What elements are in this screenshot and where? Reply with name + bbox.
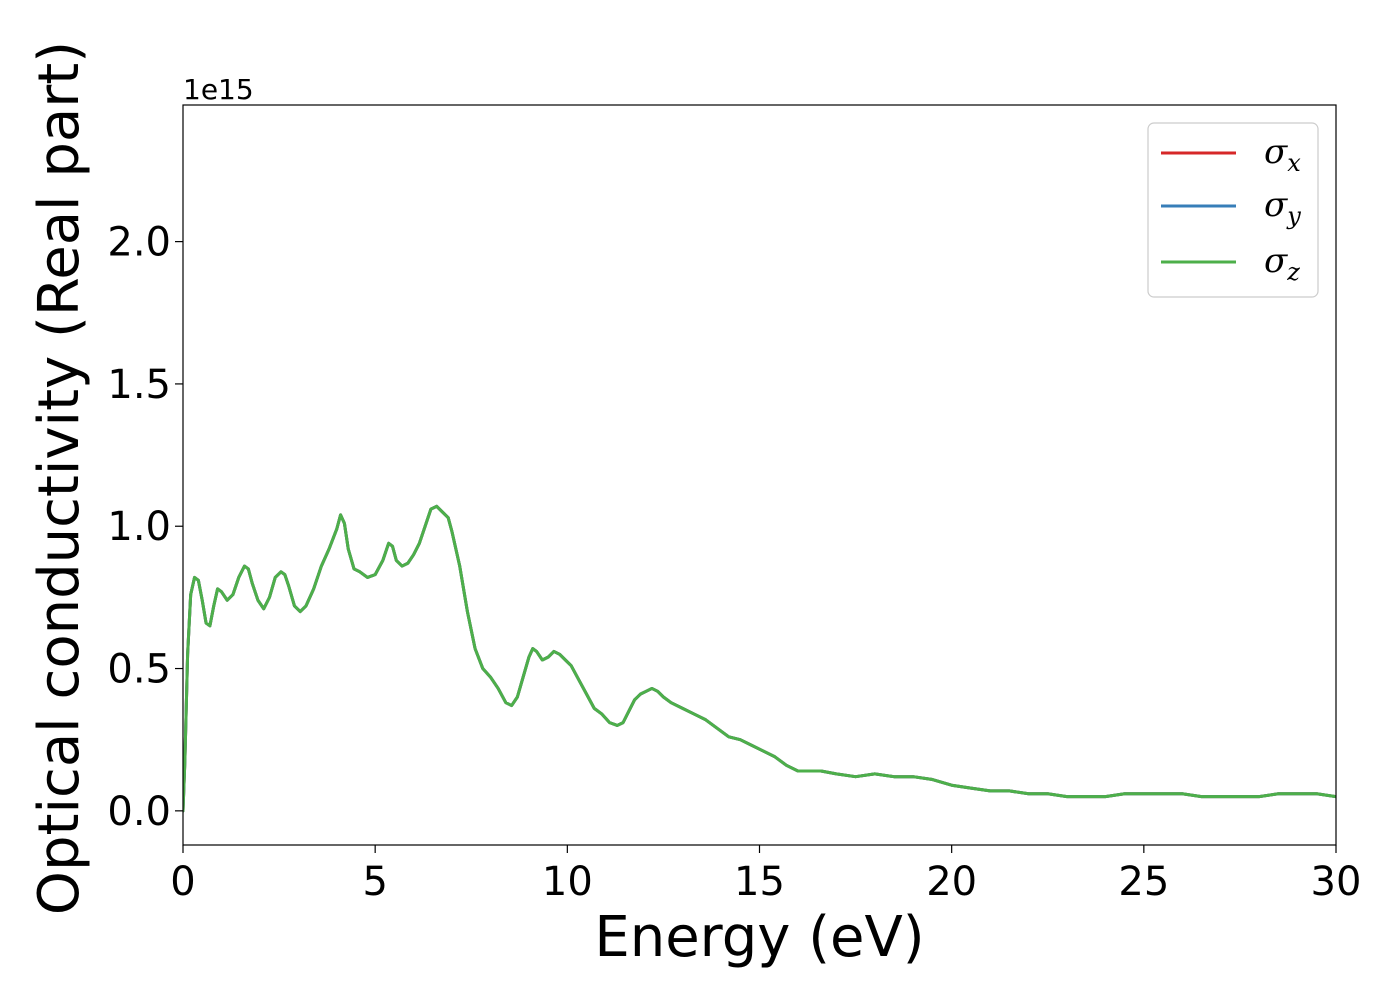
legend-label-sigma-y: σy	[1264, 185, 1301, 230]
legend-frame	[1147, 122, 1319, 298]
y-axis-ticks: 0.0 0.5 1.0 1.5 2.0	[107, 220, 183, 835]
x-tick-label: 15	[734, 859, 785, 905]
x-tick-label: 5	[362, 859, 387, 905]
x-tick-label: 25	[1118, 859, 1169, 905]
x-tick-label: 20	[926, 859, 977, 905]
legend-label-sigma-x: σx	[1264, 132, 1301, 177]
x-tick-label: 10	[542, 859, 593, 905]
legend: σx σy σz	[1147, 122, 1319, 298]
x-axis-ticks: 0 5 10 15 20 25 30	[170, 845, 1361, 905]
y-tick-label: 1.0	[107, 504, 171, 550]
x-axis-title: Energy (eV)	[594, 905, 924, 970]
series-layer	[183, 504, 1336, 813]
plot-area-background	[183, 105, 1336, 845]
y-tick-label: 0.5	[107, 647, 171, 693]
y-tick-label: 1.5	[107, 362, 171, 408]
legend-label-sigma-z: σz	[1264, 241, 1300, 286]
series-line-sigma-z	[183, 504, 1336, 813]
legend-entries: σx σy σz	[1161, 132, 1301, 286]
y-tick-label: 2.0	[107, 220, 171, 266]
x-tick-label: 0	[170, 859, 195, 905]
x-tick-label: 30	[1311, 859, 1362, 905]
y-offset-label: 1e15	[183, 73, 254, 106]
y-axis-title: Optical conductivity (Real part)	[27, 41, 92, 915]
y-tick-label: 0.0	[107, 789, 171, 835]
